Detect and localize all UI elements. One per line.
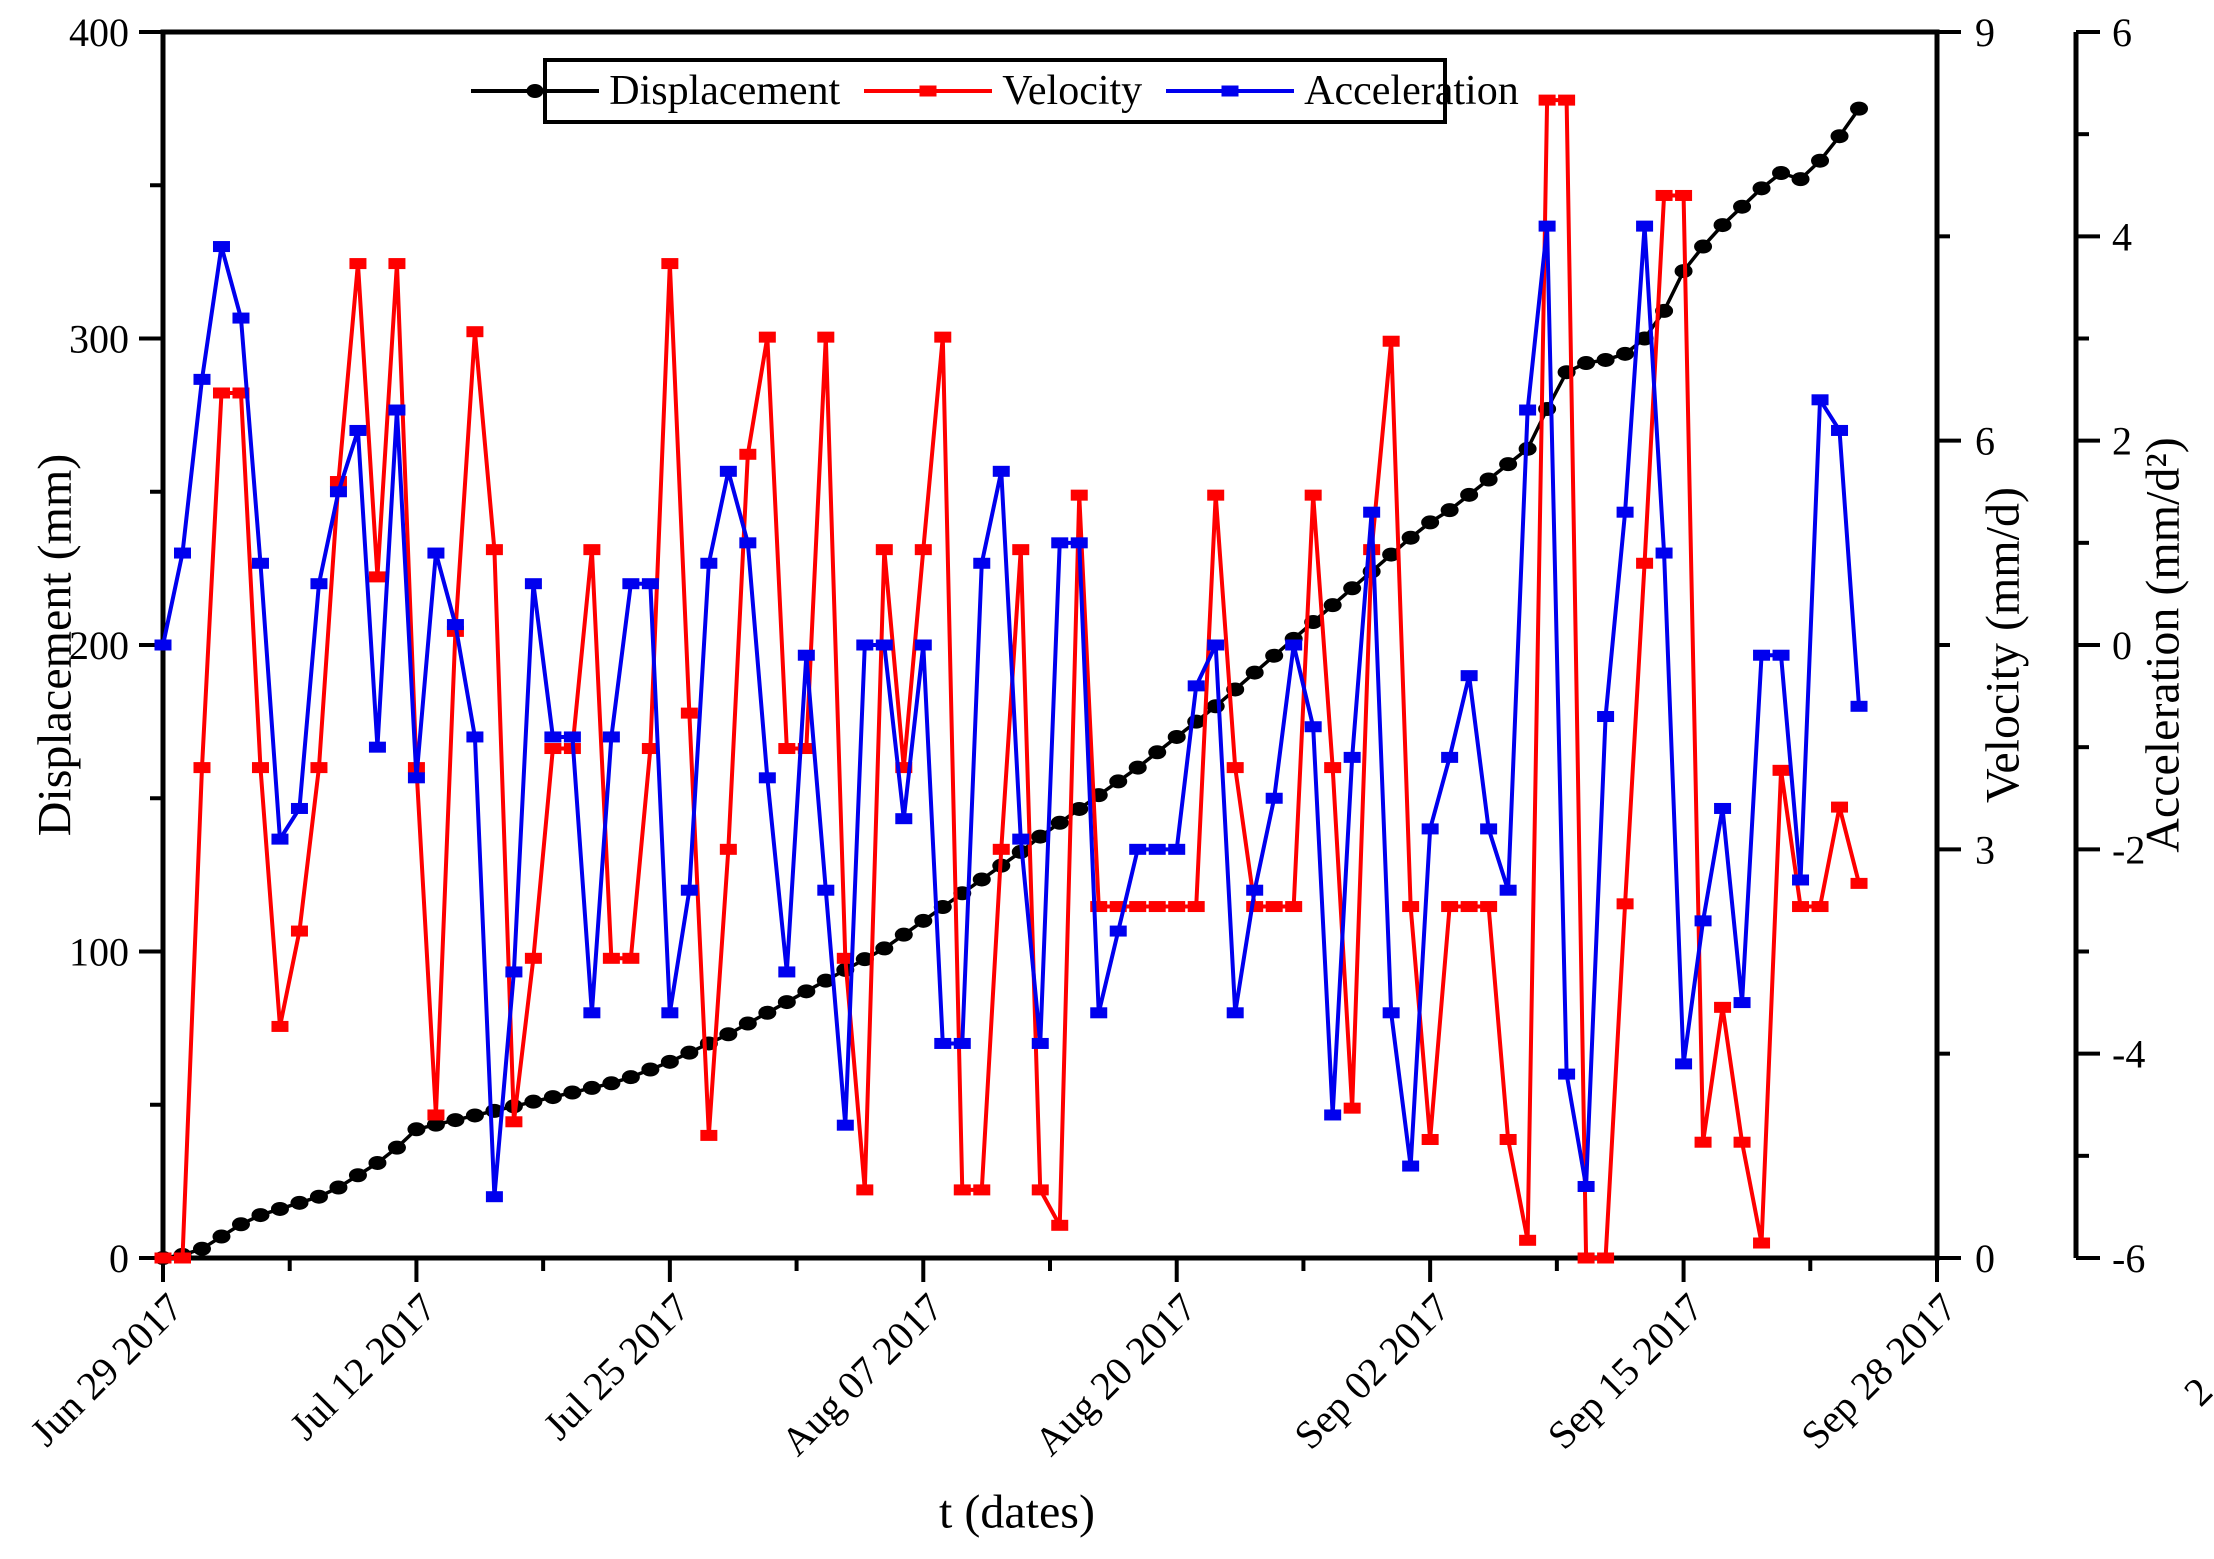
svg-text:6: 6 [1975, 419, 1995, 464]
y-axis-title-acceleration: Acceleration (mm/d²) [2136, 437, 2190, 853]
velocity-marker-icon [919, 85, 937, 97]
svg-text:9: 9 [1975, 10, 1995, 55]
svg-text:100: 100 [69, 930, 129, 975]
chart-legend: Displacement Velocity Acceleration [471, 58, 1519, 124]
acceleration-marker-icon [1221, 85, 1239, 97]
svg-text:400: 400 [69, 10, 129, 55]
x-axis-title: t (dates) [939, 1485, 1095, 1539]
legend-item-displacement: Displacement [471, 67, 840, 115]
svg-text:Aug 20 2017: Aug 20 2017 [1026, 1285, 1206, 1465]
svg-text:-4: -4 [2112, 1032, 2145, 1077]
svg-text:Sep 15 2017: Sep 15 2017 [1539, 1285, 1712, 1458]
legend-item-velocity: Velocity [864, 67, 1142, 115]
svg-text:6: 6 [2112, 10, 2132, 55]
svg-text:200: 200 [69, 623, 129, 668]
svg-text:Jul 12 2017: Jul 12 2017 [281, 1285, 445, 1449]
svg-text:4: 4 [2112, 214, 2132, 259]
svg-text:2: 2 [2112, 419, 2132, 464]
displacement-line-sample-icon [471, 84, 600, 98]
y-axis-title-velocity: Velocity (mm/d) [1976, 487, 2030, 803]
svg-text:0: 0 [2112, 623, 2132, 668]
legend-item-acceleration: Acceleration [1166, 67, 1519, 115]
displacement-marker-icon [526, 84, 544, 98]
y-axis-title-displacement: Displacement (mm) [28, 453, 82, 837]
svg-text:0: 0 [1975, 1236, 1995, 1281]
legend-label-displacement: Displacement [609, 68, 841, 114]
legend-label-velocity: Velocity [1002, 68, 1143, 114]
acceleration-line-sample-icon [1166, 85, 1295, 97]
svg-text:Jun 29 2017: Jun 29 2017 [21, 1285, 191, 1455]
svg-text:Sep 02 2017: Sep 02 2017 [1285, 1285, 1458, 1458]
svg-text:300: 300 [69, 317, 129, 362]
svg-text:Jul 25 2017: Jul 25 2017 [534, 1285, 698, 1449]
svg-text:-2: -2 [2112, 827, 2145, 872]
svg-text:Sep 28 2017: Sep 28 2017 [1792, 1285, 1965, 1458]
velocity-line-sample-icon [864, 85, 993, 97]
svg-text:0: 0 [109, 1236, 129, 1281]
svg-text:Aug 07 2017: Aug 07 2017 [772, 1285, 952, 1465]
svg-text:3: 3 [1975, 827, 1995, 872]
legend-label-acceleration: Acceleration [1304, 68, 1519, 114]
svg-text:-6: -6 [2112, 1236, 2145, 1281]
